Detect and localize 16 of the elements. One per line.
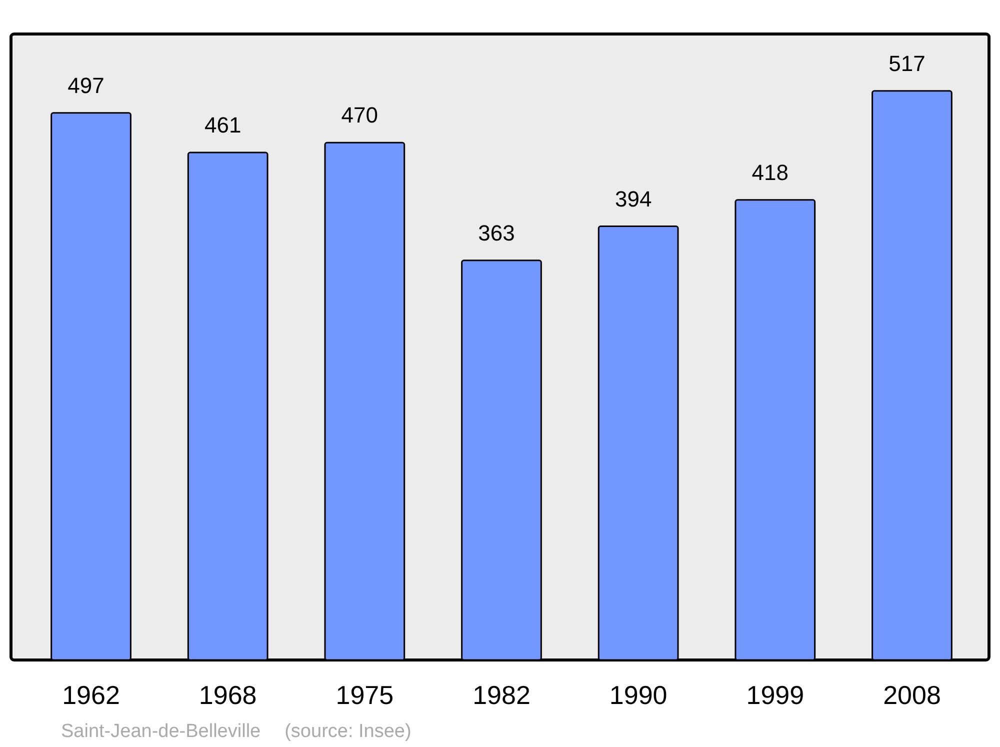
x-tick-label: 1962 <box>62 680 120 710</box>
data-label: 418 <box>752 160 789 185</box>
text: Saint-Jean-de-Belleville <box>61 721 261 742</box>
x-tick-label: 1990 <box>609 680 668 710</box>
data-label: 497 <box>68 72 104 98</box>
data-label: 363 <box>478 220 515 246</box>
x-tick-label: 1999 <box>746 680 804 710</box>
x-tick-label: 1982 <box>472 680 530 710</box>
data-label: 470 <box>341 102 378 128</box>
x-tick-label: 1968 <box>198 680 257 710</box>
data-label: 517 <box>888 50 926 76</box>
x-tick-label: 2008 <box>883 680 941 710</box>
data-label: 394 <box>614 186 652 212</box>
data-label: 461 <box>204 112 242 138</box>
text: (source: Insee) <box>284 721 412 742</box>
x-tick-label: 1975 <box>336 680 394 710</box>
